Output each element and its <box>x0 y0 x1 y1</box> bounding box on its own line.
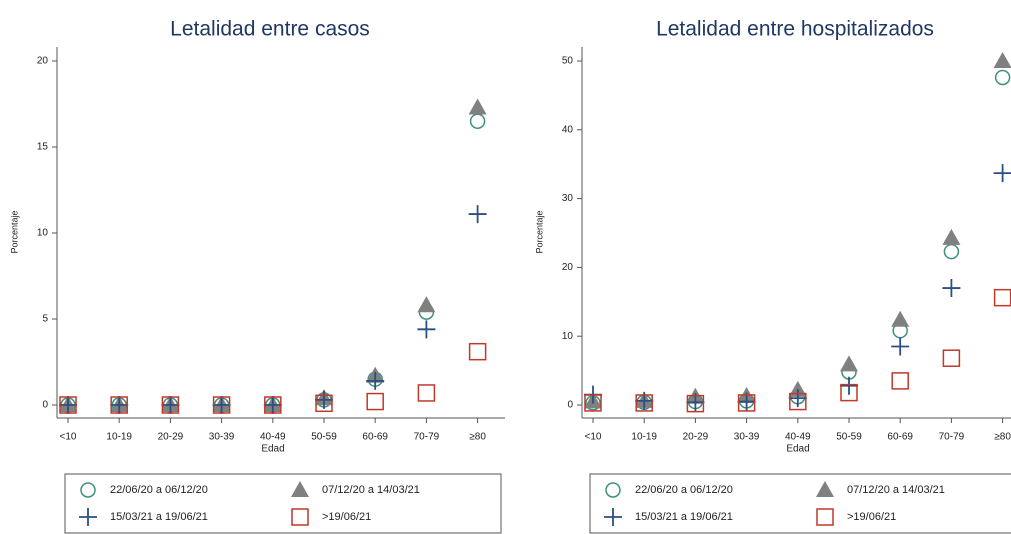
legend-marker <box>79 508 97 526</box>
data-point <box>366 371 385 390</box>
x-tick-label: 10-19 <box>631 432 657 443</box>
data-point <box>840 355 858 372</box>
data-point <box>840 376 858 395</box>
legend-label: 22/06/20 a 06/12/20 <box>635 484 733 496</box>
chart-title: Letalidad entre casos <box>170 18 370 41</box>
x-tick-label: 20-29 <box>158 432 184 443</box>
data-point <box>263 396 282 414</box>
x-tick-label: 20-29 <box>683 432 709 443</box>
legend-label: 22/06/20 a 06/12/20 <box>110 484 208 496</box>
data-point <box>469 113 486 129</box>
x-tick-label: ≥80 <box>469 432 486 443</box>
data-point <box>110 396 128 414</box>
y-tick-label: 0 <box>42 400 48 411</box>
data-point <box>840 383 858 402</box>
legend-label: 15/03/21 a 19/06/21 <box>635 511 733 523</box>
legend-marker <box>291 508 309 526</box>
data-point <box>891 337 910 356</box>
data-point <box>942 228 961 245</box>
y-tick-label: 50 <box>562 56 574 67</box>
x-tick-label: 70-79 <box>414 432 440 443</box>
legend-marker <box>816 481 834 497</box>
x-tick-label: 40-49 <box>260 432 286 443</box>
x-tick-label: 50-59 <box>311 432 337 443</box>
legend-label: 07/12/20 a 14/03/21 <box>847 484 945 496</box>
x-tick-label: 30-39 <box>209 432 235 443</box>
y-tick-label: 10 <box>562 331 574 342</box>
y-axis-label: Porcentaje <box>534 210 544 253</box>
data-point <box>417 320 436 339</box>
data-point <box>635 394 653 412</box>
data-point <box>789 392 807 411</box>
y-tick-label: 20 <box>562 262 574 273</box>
legend-marker <box>816 508 834 526</box>
data-point <box>161 396 180 414</box>
x-tick-label: 60-69 <box>887 432 913 443</box>
legend-label: >19/06/21 <box>847 511 896 523</box>
chart-title: Letalidad entre hospitalizados <box>656 18 934 41</box>
y-tick-label: 10 <box>37 228 49 239</box>
legend-marker <box>604 508 622 526</box>
y-tick-label: 40 <box>562 124 574 135</box>
data-point <box>993 52 1011 68</box>
data-point <box>468 205 487 224</box>
data-point <box>110 396 129 414</box>
y-tick-label: 20 <box>37 56 49 67</box>
legend-marker <box>80 482 96 498</box>
data-point <box>264 396 282 414</box>
x-tick-label: 50-59 <box>836 432 862 443</box>
data-point <box>788 389 807 408</box>
legend-label: >19/06/21 <box>322 511 371 523</box>
x-tick-label: <10 <box>585 432 602 443</box>
y-tick-label: 5 <box>42 314 48 325</box>
legend-box <box>64 473 502 534</box>
data-point <box>161 396 180 414</box>
legend-label: 15/03/21 a 19/06/21 <box>110 511 208 523</box>
data-point <box>584 394 602 412</box>
data-point <box>315 394 333 413</box>
data-point <box>417 296 436 313</box>
y-tick-label: 30 <box>562 193 574 204</box>
data-point <box>686 394 705 413</box>
y-tick-label: 15 <box>37 142 49 153</box>
legend-marker <box>605 482 621 498</box>
x-axis-label: Edad <box>261 444 284 455</box>
x-tick-label: 30-39 <box>734 432 760 443</box>
data-point <box>943 243 960 260</box>
data-point <box>315 390 333 409</box>
data-point <box>59 396 77 414</box>
x-tick-label: 60-69 <box>362 432 388 443</box>
data-point <box>59 396 77 414</box>
x-tick-label: 10-19 <box>106 432 132 443</box>
x-axis-label: Edad <box>786 444 809 455</box>
data-point <box>891 372 909 390</box>
data-point <box>468 98 487 115</box>
y-axis-label: Porcentaje <box>9 210 19 253</box>
data-point <box>993 164 1011 183</box>
legend-box <box>589 473 1011 534</box>
x-tick-label: <10 <box>60 432 77 443</box>
data-point <box>468 342 487 361</box>
x-tick-label: 40-49 <box>785 432 811 443</box>
data-point <box>212 396 231 414</box>
legend-marker <box>291 481 309 497</box>
data-point <box>942 349 961 367</box>
legend-label: 07/12/20 a 14/03/21 <box>322 484 420 496</box>
data-point <box>942 279 961 298</box>
data-point <box>366 392 384 411</box>
data-point <box>891 310 910 327</box>
data-point <box>417 384 436 402</box>
data-point <box>737 394 756 412</box>
data-point <box>993 288 1011 307</box>
y-tick-label: 0 <box>567 400 573 411</box>
data-point <box>994 69 1011 86</box>
x-tick-label: ≥80 <box>994 432 1011 443</box>
x-tick-label: 70-79 <box>939 432 965 443</box>
data-point <box>212 396 231 414</box>
